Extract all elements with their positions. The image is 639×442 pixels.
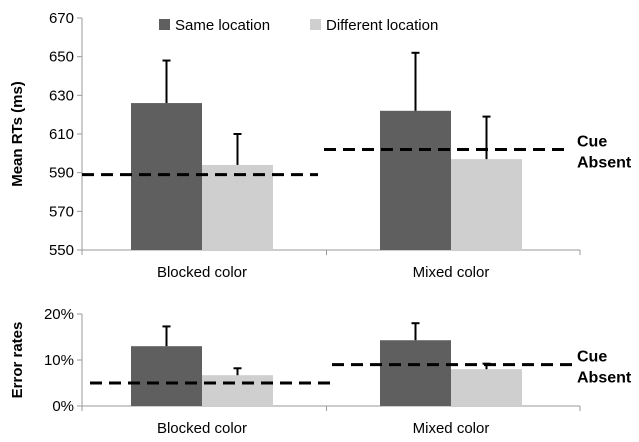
cue-absent-annotation-line: Absent [577, 370, 632, 387]
bar [131, 103, 202, 250]
y-tick-label: 650 [49, 49, 74, 66]
bar [380, 340, 451, 406]
y-tick-label: 610 [49, 126, 74, 143]
y-tick-label: 0% [52, 398, 74, 415]
cue-absent-annotation-line: Cue [577, 349, 607, 366]
y-tick-label: 570 [49, 203, 74, 220]
rt-chart: 550 570 590 610 630 650 670 Mean RTs (ms) Blocke… [9, 10, 632, 281]
x-tick-label: Blocked color [157, 420, 247, 437]
cue-absent-annotation: Cue Absent [577, 349, 632, 387]
bar [202, 164, 273, 250]
bar [380, 110, 451, 250]
legend-swatch-different-location [310, 19, 321, 30]
y-tick-label: 550 [49, 242, 74, 259]
y-axis-label: Mean RTs (ms) [9, 81, 26, 187]
legend: Same location Different location [159, 17, 438, 34]
bar [451, 369, 522, 406]
legend-swatch-same-location [159, 19, 170, 30]
y-tick-label: 630 [49, 87, 74, 104]
cue-absent-annotation-line: Cue [577, 133, 607, 150]
cue-absent-annotation-line: Absent [577, 154, 632, 171]
bar [131, 346, 202, 406]
y-tick-label: 670 [49, 10, 74, 27]
y-axis-label: Error rates [9, 322, 26, 399]
y-tick-label: 20% [44, 306, 74, 323]
legend-label-same-location: Same location [175, 17, 270, 34]
x-tick-label: Blocked color [157, 264, 247, 281]
error-rate-chart: 0% 10% 20% Error rates Blocked color Mixed co… [9, 306, 632, 437]
x-tick-label: Mixed color [413, 264, 490, 281]
bar [451, 159, 522, 250]
x-tick-label: Mixed color [413, 420, 490, 437]
y-tick-label: 10% [44, 352, 74, 369]
y-tick-label: 590 [49, 165, 74, 182]
bar [202, 375, 273, 406]
cue-absent-annotation: Cue Absent [577, 133, 632, 171]
legend-label-different-location: Different location [326, 17, 438, 34]
